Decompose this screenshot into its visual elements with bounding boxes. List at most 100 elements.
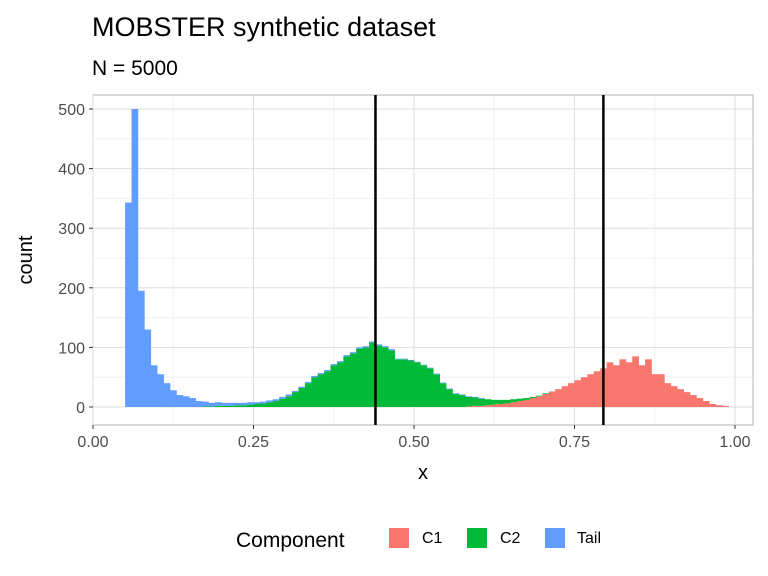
bar-c2 [234, 405, 241, 407]
x-tick-label: 0.25 [238, 434, 269, 451]
bar-tail [125, 202, 132, 407]
y-axis-title: count [15, 235, 37, 284]
bar-c2 [227, 405, 235, 407]
legend-label-c1: C1 [422, 530, 443, 547]
bar-c1 [478, 405, 485, 407]
bar-tail [375, 344, 383, 346]
bar-c2 [542, 393, 550, 394]
bar-tail [298, 386, 306, 388]
bar-tail [381, 346, 389, 348]
bar-c2 [388, 350, 396, 407]
bar-c2 [478, 398, 485, 406]
bar-c1 [722, 405, 729, 407]
bar-c1 [548, 391, 556, 407]
bar-tail [170, 390, 177, 407]
bar-c1 [535, 396, 543, 407]
bar-tail [478, 398, 485, 399]
bar-tail [272, 399, 280, 402]
bar-c1 [677, 389, 684, 407]
bar-c1 [523, 399, 530, 407]
y-tick-label: 300 [58, 221, 85, 238]
bar-c1 [503, 403, 511, 407]
bar-c1 [561, 386, 569, 407]
bar-c2 [407, 360, 415, 407]
bar-tail [356, 347, 363, 349]
bar-tail [401, 358, 408, 360]
bar-c1 [516, 401, 524, 407]
bar-tail [388, 349, 396, 351]
bar-c1 [491, 404, 498, 407]
bar-c1 [625, 362, 633, 407]
bar-tail [157, 374, 164, 407]
axes: 0.00 0.25 0.50 0.75 1.00 0 100 200 300 400 500 [58, 102, 750, 451]
bar-tail [311, 376, 318, 378]
bar-c2 [349, 353, 357, 407]
bar-c1 [638, 365, 646, 407]
bar-c2 [324, 371, 331, 407]
bar-c2 [446, 389, 453, 407]
bar-tail [259, 401, 267, 404]
bar-tail [433, 373, 440, 375]
x-axis-title: x [418, 462, 428, 484]
bar-tail [471, 396, 479, 398]
bar-tail [176, 395, 184, 407]
bar-c1 [702, 401, 710, 407]
bar-tail [150, 365, 158, 407]
bar-c2 [503, 399, 511, 404]
bar-tail [292, 390, 299, 393]
bar-c2 [259, 403, 267, 407]
bar-tail [227, 402, 235, 406]
bar-c1 [465, 406, 473, 407]
chart-subtitle: N = 5000 [92, 57, 178, 80]
bar-c2 [433, 374, 440, 407]
bar-tail [137, 290, 145, 407]
bar-tail [446, 388, 453, 390]
bar-tail [336, 361, 344, 363]
bar-tail [285, 394, 293, 397]
bar-tail [208, 402, 216, 407]
bar-c2 [414, 362, 421, 407]
bar-c1 [497, 404, 505, 407]
bar-tail [343, 355, 351, 357]
y-tick-label: 100 [58, 340, 85, 357]
bar-tail [394, 358, 402, 360]
bar-c2 [304, 383, 312, 407]
bar-tail [317, 373, 325, 375]
y-tick-label: 200 [58, 281, 85, 298]
bar-c1 [715, 405, 723, 407]
bar-c1 [587, 374, 595, 407]
bar-tail [144, 329, 152, 407]
bar-c1 [664, 383, 672, 407]
bar-tail [324, 370, 331, 372]
y-tick-label: 500 [58, 102, 85, 119]
bar-tail [253, 402, 261, 405]
bar-c2 [465, 396, 473, 407]
bar-c1 [471, 405, 479, 407]
bar-c2 [221, 405, 229, 407]
bar-c1 [580, 377, 588, 407]
bar-tail [420, 364, 428, 366]
bar-c1 [542, 393, 550, 407]
bar-c2 [375, 345, 383, 407]
bar-c2 [529, 396, 537, 399]
bar-c2 [214, 405, 222, 407]
bar-c2 [369, 342, 376, 407]
bar-c1 [683, 392, 691, 407]
chart-title: MOBSTER synthetic dataset [92, 12, 436, 42]
bar-tail [214, 402, 222, 406]
bar-c2 [362, 347, 370, 407]
bar-c2 [247, 404, 254, 407]
bar-c2 [336, 362, 344, 407]
bar-c2 [311, 377, 318, 407]
bar-c1 [568, 383, 575, 407]
bar-tail [452, 393, 460, 394]
legend: Component C1 C2 Tail [236, 528, 601, 552]
bar-tail [426, 367, 434, 369]
x-tick-label: 1.00 [719, 434, 750, 451]
bar-c2 [420, 365, 428, 407]
bar-c1 [645, 359, 652, 407]
bar-c2 [458, 395, 466, 407]
bar-c2 [279, 398, 286, 407]
bar-c2 [484, 399, 492, 406]
